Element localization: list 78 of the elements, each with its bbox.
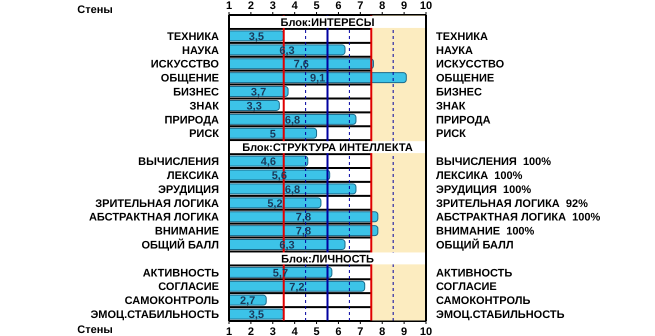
data-label: 4,6 — [260, 156, 276, 168]
x2-tick-label: 9 — [401, 0, 408, 12]
y2-tick-label: ОБЩИЙ БАЛЛ — [436, 238, 514, 252]
y-tick-label: ЭМОЦ.СТАБИЛЬНОСТЬ — [90, 309, 220, 322]
y-tick-label: РИСК — [189, 128, 220, 140]
y2-tick-label: АКТИВНОСТЬ — [436, 267, 512, 280]
y-tick-label: ЛЕКСИКА — [166, 170, 220, 182]
y-tick-label: БИЗНЕС — [173, 86, 220, 98]
x2-tick-label: 1 — [226, 0, 232, 12]
x-tick-label: 5 — [313, 326, 320, 336]
y-tick-label: АБСТРАКТНАЯ ЛОГИКА — [88, 212, 220, 224]
annotation: Блок:ЛИЧНОСТЬ — [281, 253, 374, 266]
x2-tick-label: 2 — [248, 0, 254, 12]
y-tick-label: ОБЩЕНИЕ — [160, 72, 219, 85]
data-label: 2,7 — [240, 295, 256, 308]
y-tick-label: СОГЛАСИЕ — [158, 281, 219, 294]
x2-tick-label: 3 — [270, 0, 276, 12]
y-tick-label: ВЫЧИСЛЕНИЯ — [138, 156, 220, 168]
x2-tick-label: 7 — [357, 0, 364, 12]
y-tick-label: ЭРУДИЦИЯ — [158, 184, 220, 196]
y2-tick-label: ЗРИТЕЛЬНАЯ ЛОГИКА 92% — [436, 198, 588, 210]
x-axis-title: Стены — [77, 324, 113, 336]
y-tick-label: ЗНАК — [190, 100, 220, 112]
x-tick-label: 8 — [379, 326, 386, 336]
data-label: 7,6 — [294, 58, 309, 71]
x2-tick-label: 5 — [313, 0, 320, 12]
y-tick-label: ЗРИТЕЛЬНАЯ ЛОГИКА — [95, 198, 220, 210]
x2-tick-label: 4 — [292, 0, 299, 12]
data-label: 3,7 — [250, 86, 266, 99]
x2-tick-label: 10 — [420, 0, 432, 12]
y2-tick-label: РИСК — [436, 128, 466, 140]
y-tick-label: ВНИМАНИЕ — [154, 226, 219, 238]
y2-tick-label: ЭРУДИЦИЯ 100% — [436, 184, 532, 196]
x-tick-label: 1 — [226, 326, 232, 336]
x-tick-label: 7 — [357, 326, 364, 336]
y-tick-label: ИСКУССТВО — [150, 58, 220, 71]
y-tick-label: САМОКОНТРОЛЬ — [124, 295, 220, 308]
data-label: 3,5 — [248, 30, 264, 43]
y2-tick-label: ЭМОЦ.СТАБИЛЬНОСТЬ — [436, 309, 565, 322]
y-tick-label: НАУКА — [182, 44, 220, 57]
y2-tick-label: САМОКОНТРОЛЬ — [436, 295, 530, 308]
x-tick-label: 10 — [420, 326, 432, 336]
y-tick-label: АКТИВНОСТЬ — [142, 267, 220, 280]
y2-tick-label: НАУКА — [436, 44, 474, 57]
data-label: 3,3 — [246, 100, 262, 112]
x-tick-label: 3 — [270, 326, 276, 336]
data-label: 6,8 — [284, 114, 300, 126]
data-label: 7,8 — [296, 212, 312, 224]
y-tick-label: ПРИРОДА — [164, 114, 220, 126]
y2-tick-label: ЗНАК — [436, 100, 466, 112]
data-label: 5 — [270, 128, 276, 140]
y2-tick-label: ПРИРОДА — [436, 114, 491, 126]
data-label: 5,2 — [267, 198, 283, 210]
y2-tick-label: АБСТРАКТНАЯ ЛОГИКА 100% — [436, 212, 601, 224]
data-label: 9,1 — [310, 72, 326, 85]
data-label: 7,8 — [296, 226, 312, 238]
y2-tick-label: ТЕХНИКА — [436, 30, 488, 43]
data-label: 7,2 — [289, 281, 305, 294]
y2-tick-label: ЛЕКСИКА 100% — [436, 170, 523, 182]
y2-tick-label: ОБЩЕНИЕ — [436, 72, 494, 85]
y-tick-label: ТЕХНИКА — [167, 30, 220, 43]
x-tick-label: 4 — [292, 326, 299, 336]
x2-tick-label: 6 — [335, 0, 342, 12]
x-tick-label: 6 — [335, 326, 342, 336]
y2-tick-label: ВЫЧИСЛЕНИЯ 100% — [436, 156, 552, 168]
x2-axis-title: Стены — [77, 4, 113, 16]
data-label: 6,8 — [284, 184, 300, 196]
y-tick-label: ОБЩИЙ БАЛЛ — [141, 238, 219, 252]
y2-tick-label: ВНИМАНИЕ 100% — [436, 226, 535, 238]
y2-tick-label: СОГЛАСИЕ — [436, 281, 497, 294]
annotation: Блок:ИНТЕРЕСЫ — [280, 16, 375, 29]
data-label: 3,5 — [248, 309, 264, 322]
x2-tick-label: 8 — [379, 0, 386, 12]
x-tick-label: 2 — [248, 326, 254, 336]
annotation: Блок:СТРУКТУРА ИНТЕЛЛЕКТА — [242, 142, 413, 154]
y2-tick-label: БИЗНЕС — [436, 86, 482, 98]
y2-tick-label: ИСКУССТВО — [436, 58, 505, 71]
x-tick-label: 9 — [401, 326, 408, 336]
